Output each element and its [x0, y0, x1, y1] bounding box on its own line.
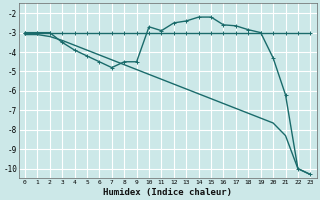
X-axis label: Humidex (Indice chaleur): Humidex (Indice chaleur)	[103, 188, 232, 197]
